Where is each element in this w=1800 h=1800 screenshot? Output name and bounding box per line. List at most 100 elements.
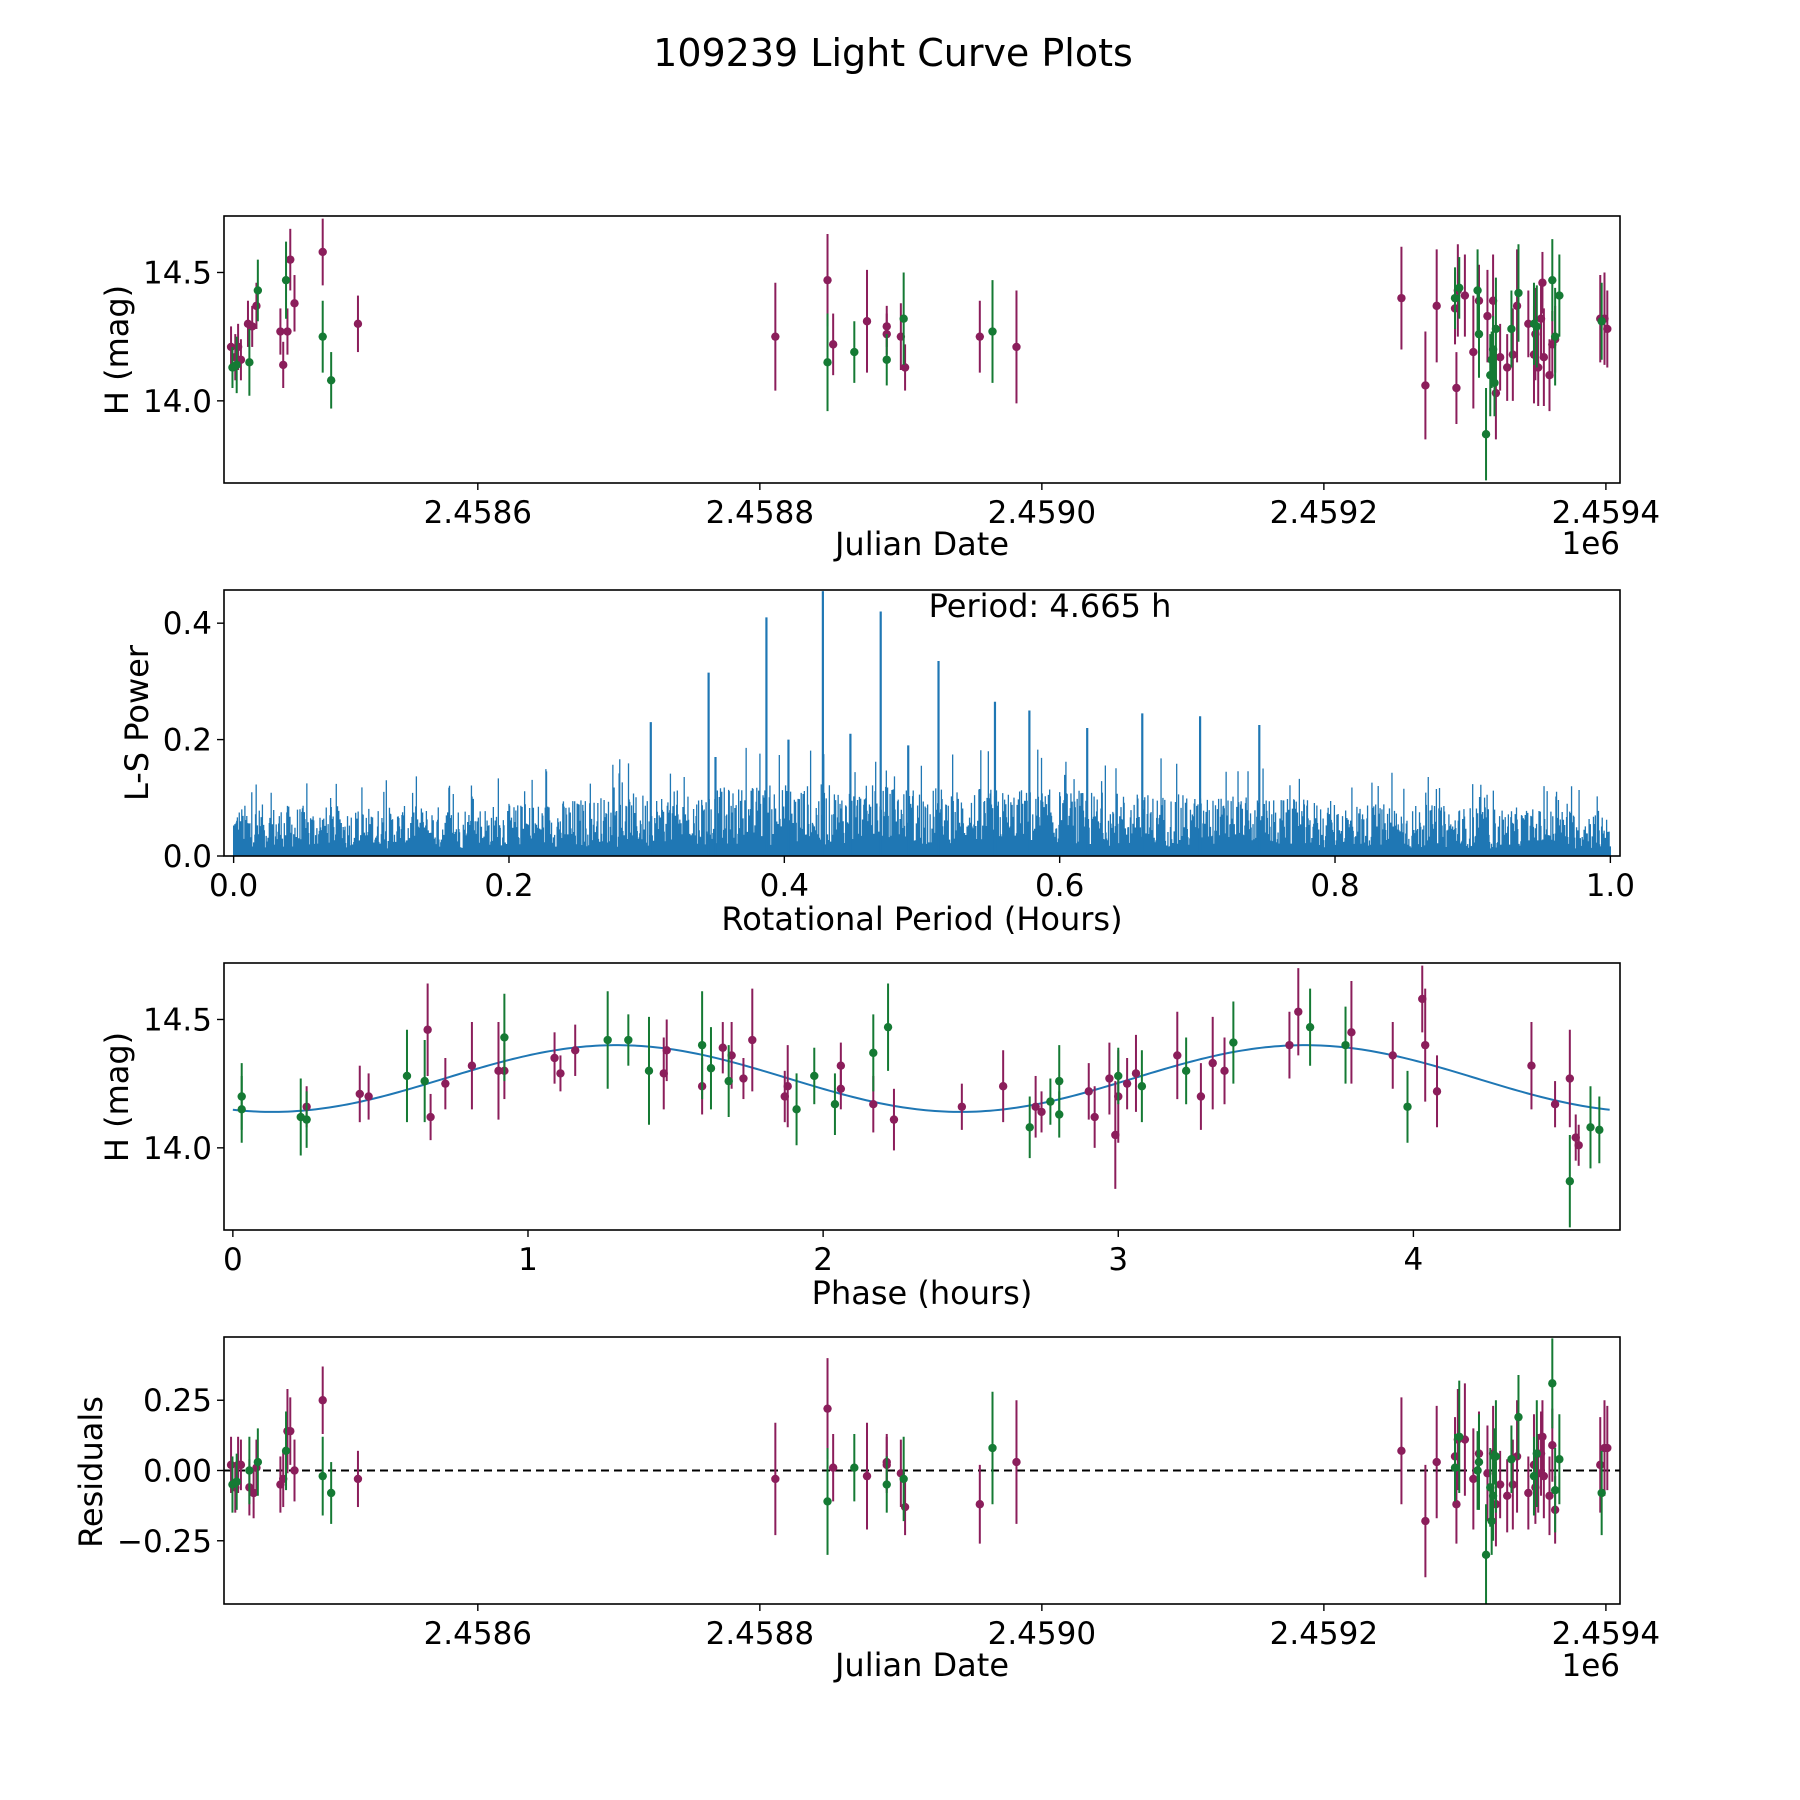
data-point-green [1532, 322, 1542, 331]
data-point-purple [1538, 1432, 1547, 1441]
data-point-green [869, 1048, 878, 1058]
residuals-ylabel: Residuals [72, 1396, 110, 1548]
data-point-green [1597, 317, 1606, 326]
data-point-green [1046, 1097, 1055, 1106]
data-point-green [1548, 1379, 1557, 1388]
data-point-purple [1534, 363, 1543, 372]
data-point-purple [290, 1466, 299, 1475]
data-point-purple [1596, 1460, 1605, 1470]
data-point-green [326, 376, 336, 385]
light-curve-offset-label: 1e6 [1561, 526, 1620, 562]
x-tick-label: 2.4586 [424, 495, 532, 531]
data-point-green [1114, 1071, 1123, 1081]
data-point-green [1514, 288, 1523, 298]
data-point-green [1481, 1550, 1491, 1560]
data-point-green [1455, 1432, 1464, 1441]
data-point-green [1548, 275, 1557, 285]
data-point-purple [426, 1112, 435, 1122]
data-point-green [237, 1092, 246, 1101]
data-point-purple [556, 1069, 565, 1078]
data-point-green [830, 1100, 840, 1109]
data-point-purple [1550, 1100, 1560, 1109]
data-point-purple [1512, 301, 1522, 311]
data-point-green [1555, 291, 1564, 300]
data-point-purple [355, 1089, 364, 1099]
panel-periodogram: 0.0 0.2 0.4 0.6 0.8 1.0 0.0 0.2 0.4 Period: 4.66… [118, 587, 1635, 938]
data-point-purple [353, 1474, 363, 1484]
data-point-purple [1347, 1028, 1356, 1037]
data-point-purple [975, 332, 985, 341]
data-point-purple [1538, 278, 1547, 287]
x-tick-label: 0.8 [1310, 868, 1359, 904]
data-point-purple [975, 1500, 985, 1509]
data-point-green [1490, 378, 1499, 388]
data-point-green [1341, 1040, 1350, 1050]
data-point-green [402, 1071, 412, 1081]
data-point-purple [1548, 1441, 1557, 1450]
x-tick-label: 2.4592 [1270, 1616, 1378, 1652]
y-tick-label: 14.0 [143, 1131, 212, 1167]
data-point-purple [550, 1053, 559, 1063]
data-point-green [1487, 1516, 1496, 1526]
data-point-purple [1502, 1491, 1512, 1500]
data-point-green [1455, 283, 1464, 293]
residuals-xlabel: Julian Date [833, 1646, 1009, 1684]
data-point-green [1565, 1177, 1575, 1186]
data-point-green [1507, 1455, 1516, 1464]
data-point-purple [862, 317, 872, 326]
data-point-green [882, 355, 891, 364]
x-tick-label: 2.4594 [1552, 1616, 1660, 1652]
data-point-purple [1294, 1007, 1303, 1016]
data-point-purple [1012, 342, 1021, 352]
data-point-green [245, 1466, 254, 1475]
data-point-green [644, 1066, 654, 1076]
periodogram-noise-line [232, 747, 1612, 856]
panel-light-curve: 2.4586 2.4588 2.4590 2.4592 2.4594 14.0 14.5 J… [98, 215, 1660, 563]
x-tick-label: 3 [1108, 1242, 1128, 1278]
data-point-purple [494, 1066, 503, 1076]
data-point-purple [862, 1471, 872, 1481]
data-point-green [724, 1076, 733, 1086]
data-point-green [253, 1457, 263, 1467]
data-point-green [232, 1477, 241, 1486]
data-point-green [253, 286, 263, 295]
data-point-purple [1208, 1058, 1217, 1068]
x-tick-label: 2.4586 [424, 1616, 532, 1652]
data-point-purple [290, 299, 299, 308]
data-point-green [420, 1076, 429, 1086]
data-point-purple [1090, 1112, 1099, 1122]
data-point-green [1481, 430, 1491, 439]
data-point-purple [1495, 353, 1505, 362]
data-point-purple [1421, 381, 1430, 390]
x-tick-label: 0.2 [484, 868, 533, 904]
light-curve-xlabel: Julian Date [833, 525, 1009, 563]
data-point-purple [571, 1046, 580, 1055]
data-point-green [1450, 1463, 1460, 1472]
data-point-green [988, 1443, 997, 1453]
data-point-green [1025, 1123, 1034, 1132]
data-point-purple [248, 322, 257, 331]
data-point-purple [823, 275, 832, 285]
y-tick-label: 14.0 [143, 384, 212, 420]
data-point-purple [1421, 1040, 1430, 1050]
data-point-purple [1397, 293, 1406, 303]
data-point-green [1305, 1022, 1315, 1032]
data-point-green [500, 1033, 509, 1042]
data-point-green [302, 1115, 311, 1124]
figure-title: 109239 Light Curve Plots [653, 31, 1133, 75]
data-point-purple [828, 340, 838, 349]
data-point-green [988, 327, 997, 336]
data-point-purple [1539, 1471, 1549, 1481]
data-point-purple [900, 363, 910, 372]
data-point-purple [828, 1463, 838, 1472]
data-point-green [603, 1035, 612, 1045]
data-point-purple [286, 255, 295, 264]
data-point-purple [1452, 1500, 1461, 1509]
data-point-green [1491, 1452, 1501, 1461]
data-point-purple [882, 322, 891, 331]
data-point-purple [441, 1079, 450, 1088]
data-point-green [1450, 293, 1460, 303]
data-point-green [1473, 286, 1482, 295]
data-point-green [1055, 1076, 1064, 1086]
